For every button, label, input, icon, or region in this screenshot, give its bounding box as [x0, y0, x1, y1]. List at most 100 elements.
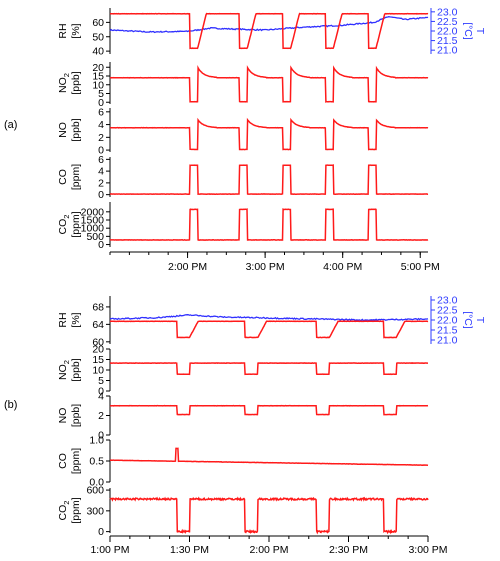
y-tick-label: 0.0 [89, 477, 104, 489]
panel-label: (a) [4, 119, 17, 131]
y-axis-unit: [ppm] [70, 497, 82, 523]
y-tick-label: 6 [98, 154, 104, 166]
y-tick-label: 0.5 [89, 456, 104, 468]
y-tick-label: 20 [92, 344, 104, 356]
series-line-3 [109, 164, 429, 196]
subplot-2: 0 2 4 NO [ppb] [57, 391, 429, 442]
y-tick-label: 2 [98, 132, 104, 144]
y-axis-name: CO [57, 169, 69, 185]
y-axis-name: RH [57, 23, 69, 38]
x-tick-label: 4:00 PM [323, 261, 362, 273]
right-y-tick-label: 21.0 [437, 335, 458, 347]
temperature-series [109, 16, 429, 34]
y-tick-label: 10 [92, 79, 104, 91]
y-tick-label: 5 [98, 375, 104, 387]
y-tick-label: 0 [98, 97, 104, 109]
y-tick-label: 300 [86, 505, 104, 517]
subplot-3: 0.0 0.5 1.0 CO [ppm] [57, 435, 429, 489]
series-line-0 [109, 12, 429, 50]
y-tick-label: 68 [92, 301, 104, 313]
right-y-tick-label: 22.5 [437, 16, 458, 28]
y-axis-name: CO2 [57, 501, 71, 521]
x-tick-label: 2:00 PM [168, 261, 207, 273]
y-axis-label: NO [ppb] [57, 404, 82, 427]
y-axis-name: CO [57, 453, 69, 469]
right-y-tick-label: 23.0 [437, 295, 458, 307]
y-tick-label: 0 [98, 145, 104, 157]
y-tick-label: 60 [92, 336, 104, 348]
y-axis-unit: [ppm] [70, 448, 82, 474]
y-axis-unit: [ppm] [70, 164, 82, 190]
y-axis-name: NO2 [57, 360, 71, 380]
y-axis-unit: [%] [70, 23, 82, 38]
subplot-0: 40 50 60 RH [%] 21.021.522.022.523.0 T[°C] [57, 6, 486, 57]
y-tick-label: 1.0 [89, 435, 104, 447]
y-tick-label: 40 [92, 46, 104, 58]
y-tick-label: 5 [98, 88, 104, 100]
right-y-tick-label: 22.0 [437, 26, 458, 38]
series-line-4 [110, 208, 429, 241]
y-tick-label: 64 [92, 319, 104, 331]
x-tick-label: 1:30 PM [170, 544, 209, 556]
y-tick-label: 15 [92, 71, 104, 83]
y-axis-unit: [%] [70, 312, 82, 327]
y-tick-label: 500 [86, 231, 104, 243]
x-axis: 1:00 PM 1:30 PM 2:00 PM 2:30 PM 3:00 PM [90, 535, 448, 556]
y-axis-label: CO [ppm] [57, 448, 82, 474]
y-axis-name: NO [57, 122, 69, 138]
y-axis-label: CO2 [ppm] [57, 497, 82, 523]
x-tick-label: 3:00 PM [408, 544, 447, 556]
y-tick-label: 60 [92, 17, 104, 29]
right-y-tick-label: 21.5 [437, 325, 458, 337]
y-tick-label: 4 [98, 166, 104, 178]
y-axis-unit: [ppb] [70, 358, 82, 381]
y-tick-label: 1000 [81, 223, 105, 235]
series-line-3 [110, 447, 429, 467]
panel-1: (b) 60 64 68 RH [%] 21.021.522.022.523.0 T[°C] 0… [4, 295, 486, 557]
y-tick-label: 1500 [81, 215, 105, 227]
y-tick-label: 4 [98, 119, 104, 131]
y-axis-label: NO2 [ppb] [57, 71, 82, 94]
subplot-0: 60 64 68 RH [%] 21.021.522.022.523.0 T[°C] [57, 295, 486, 349]
y-axis-label: NO2 [ppb] [57, 358, 82, 381]
y-axis-label: CO2 [ppm] [57, 211, 82, 237]
y-tick-label: 0 [98, 430, 104, 442]
y-axis-unit: [ppb] [70, 71, 82, 94]
y-axis-unit: [ppm] [70, 211, 82, 237]
y-tick-label: 6 [98, 106, 104, 118]
y-tick-label: 0 [98, 189, 104, 201]
temperature-series [109, 314, 429, 322]
right-y-axis-name: T [474, 317, 486, 324]
right-y-axis-name: T [474, 28, 486, 35]
y-axis-label: RH [%] [57, 23, 82, 38]
series-line-1 [110, 362, 428, 376]
x-tick-label: 2:00 PM [249, 544, 288, 556]
right-y-tick-label: 23.0 [437, 6, 458, 18]
y-tick-label: 10 [92, 365, 104, 377]
right-y-tick-label: 22.5 [437, 305, 458, 317]
y-tick-label: 0 [98, 526, 104, 538]
right-y-axis-unit: [°C] [462, 311, 474, 329]
right-y-axis-label: T[°C] [462, 22, 486, 40]
right-y-tick-label: 21.0 [437, 45, 458, 57]
series-line-2 [109, 404, 429, 416]
x-tick-label: 3:00 PM [246, 261, 285, 273]
y-tick-label: 4 [98, 391, 104, 403]
y-axis-name: NO [57, 408, 69, 424]
y-tick-label: 15 [92, 354, 104, 366]
right-y-tick-label: 22.0 [437, 315, 458, 327]
y-axis-unit: [ppb] [70, 118, 82, 141]
y-axis-label: CO [ppm] [57, 164, 82, 190]
x-axis: 2:00 PM 3:00 PM 4:00 PM 5:00 PM [109, 251, 440, 273]
subplot-4: 0 300 600 CO2 [ppm] [57, 485, 429, 538]
y-axis-label: RH [%] [57, 312, 82, 327]
right-y-axis-unit: [°C] [462, 22, 474, 40]
y-tick-label: 20 [92, 62, 104, 74]
panel-label: (b) [4, 399, 17, 411]
y-tick-label: 0 [98, 386, 104, 398]
